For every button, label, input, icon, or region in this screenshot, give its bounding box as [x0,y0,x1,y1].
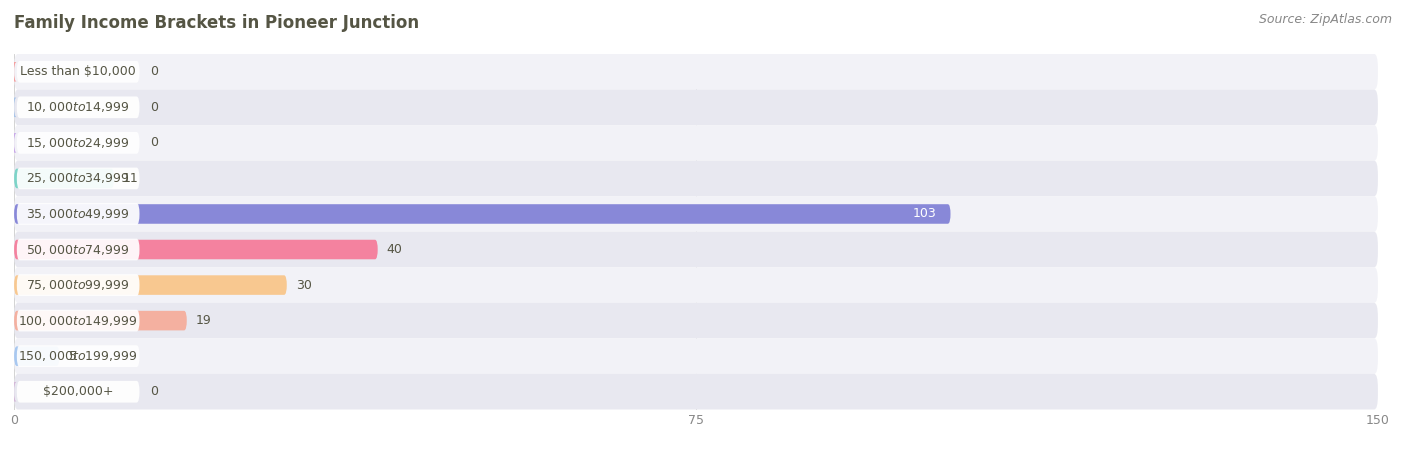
Text: Less than $10,000: Less than $10,000 [20,65,136,78]
Text: $75,000 to $99,999: $75,000 to $99,999 [27,278,129,292]
FancyBboxPatch shape [11,382,17,401]
Text: 0: 0 [150,385,159,398]
Text: $25,000 to $34,999: $25,000 to $34,999 [27,171,129,185]
FancyBboxPatch shape [17,310,139,332]
FancyBboxPatch shape [14,267,1378,303]
FancyBboxPatch shape [17,381,139,403]
FancyBboxPatch shape [14,374,1378,410]
FancyBboxPatch shape [14,204,950,224]
Text: $50,000 to $74,999: $50,000 to $74,999 [27,243,129,256]
Text: $200,000+: $200,000+ [44,385,114,398]
FancyBboxPatch shape [17,132,139,154]
FancyBboxPatch shape [17,274,139,296]
Text: 40: 40 [387,243,402,256]
FancyBboxPatch shape [14,232,1378,267]
Text: 5: 5 [69,350,76,363]
Text: $15,000 to $24,999: $15,000 to $24,999 [27,136,129,150]
FancyBboxPatch shape [17,96,139,118]
FancyBboxPatch shape [17,238,139,261]
Text: 0: 0 [150,65,159,78]
Text: 0: 0 [150,101,159,114]
FancyBboxPatch shape [14,338,1378,374]
FancyBboxPatch shape [11,98,17,117]
Text: 19: 19 [195,314,212,327]
FancyBboxPatch shape [14,303,1378,338]
FancyBboxPatch shape [11,133,17,153]
FancyBboxPatch shape [14,240,378,259]
FancyBboxPatch shape [17,203,139,225]
FancyBboxPatch shape [14,346,59,366]
FancyBboxPatch shape [14,311,187,330]
Text: $10,000 to $14,999: $10,000 to $14,999 [27,100,129,114]
Text: $35,000 to $49,999: $35,000 to $49,999 [27,207,129,221]
Text: $100,000 to $149,999: $100,000 to $149,999 [18,314,138,328]
FancyBboxPatch shape [14,125,1378,161]
FancyBboxPatch shape [14,169,114,188]
FancyBboxPatch shape [17,345,139,367]
Text: 0: 0 [150,136,159,149]
Text: $150,000 to $199,999: $150,000 to $199,999 [18,349,138,363]
Text: Family Income Brackets in Pioneer Junction: Family Income Brackets in Pioneer Juncti… [14,14,419,32]
FancyBboxPatch shape [14,161,1378,196]
Text: 11: 11 [124,172,139,185]
Text: 103: 103 [912,207,936,220]
FancyBboxPatch shape [14,90,1378,125]
FancyBboxPatch shape [17,61,139,83]
Text: 30: 30 [295,279,312,292]
FancyBboxPatch shape [14,196,1378,232]
FancyBboxPatch shape [14,54,1378,90]
Text: Source: ZipAtlas.com: Source: ZipAtlas.com [1258,14,1392,27]
FancyBboxPatch shape [14,275,287,295]
FancyBboxPatch shape [11,62,17,81]
FancyBboxPatch shape [17,167,139,189]
